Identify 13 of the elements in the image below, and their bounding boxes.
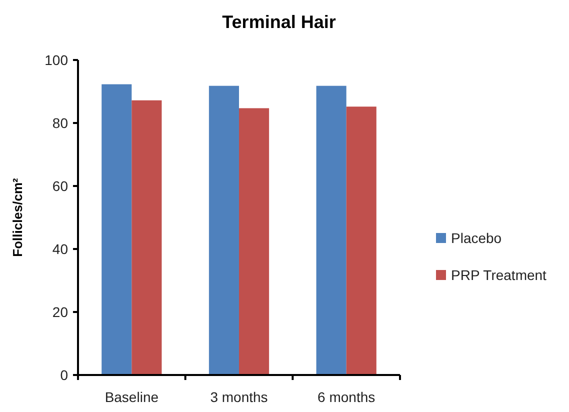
y-tick-label: 20 xyxy=(52,304,68,320)
legend-label: PRP Treatment xyxy=(451,266,547,283)
y-tick-label: 40 xyxy=(52,240,68,257)
x-tick-label: Baseline xyxy=(104,389,159,405)
legend-label: Placebo xyxy=(451,230,502,246)
y-tick-label: 60 xyxy=(52,178,68,194)
x-tick-label: 6 months xyxy=(318,389,376,405)
y-tick-label: 0 xyxy=(60,366,68,383)
x-tick-label: 3 months xyxy=(210,389,268,405)
y-axis-title: Follicles/cm² xyxy=(10,177,25,257)
chart-title: Terminal Hair xyxy=(222,12,336,32)
y-tick-label: 80 xyxy=(52,114,68,131)
y-tick-label: 100 xyxy=(44,52,68,68)
